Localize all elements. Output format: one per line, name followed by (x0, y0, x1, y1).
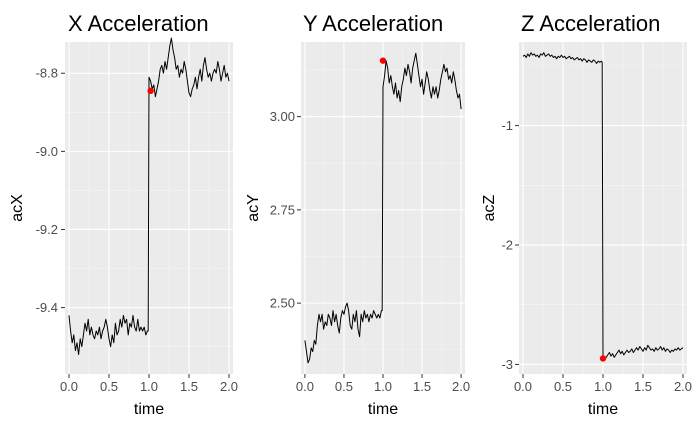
y-x-tick-label: 0.0 (296, 379, 314, 394)
z-x-tick-label: 0.0 (514, 379, 532, 394)
z-chart-title: Z Acceleration (521, 11, 660, 36)
x-y-tick-label: -9.4 (36, 300, 58, 315)
z-x-tick-label: 2.0 (674, 379, 692, 394)
y-x-tick-label: 2.0 (452, 379, 470, 394)
x-x-axis-label: time (134, 401, 164, 418)
y-y-tick-label: 3.00 (270, 109, 295, 124)
z-y-axis-label: acZ (481, 194, 498, 221)
z-y-tick-label: -3 (501, 357, 513, 372)
y-x-tick-label: 0.5 (335, 379, 353, 394)
x-x-tick-label: 1.0 (140, 379, 158, 394)
z-x-tick-label: 0.5 (554, 379, 572, 394)
x-y-axis-label: acX (9, 194, 26, 222)
x-highlight-point (147, 88, 153, 94)
x-y-tick-label: -9.0 (36, 144, 58, 159)
y-acceleration-panel: 0.0 0.5 1.0 1.5 2.0 2.50 2.75 3.00 Y Acceleratio… (245, 11, 470, 418)
z-acceleration-panel: 0.0 0.5 1.0 1.5 2.0 -3 -2 -1 Z Acceleration time a… (481, 11, 692, 418)
x-chart-title: X Acceleration (68, 11, 209, 36)
x-x-tick-label: 0.0 (60, 379, 78, 394)
x-x-tick-label: 1.5 (180, 379, 198, 394)
z-highlight-point (600, 355, 606, 361)
y-y-tick-label: 2.50 (270, 296, 295, 311)
x-x-tick-label: 2.0 (220, 379, 238, 394)
y-x-tick-label: 1.5 (413, 379, 431, 394)
x-acceleration-panel: 0.0 0.5 1.0 1.5 2.0 -9.4 -9.2 -9.0 -8.8 X Acceler… (9, 11, 238, 418)
y-x-axis-label: time (368, 401, 398, 418)
z-y-tick-label: -1 (501, 118, 513, 133)
y-y-tick-label: 2.75 (270, 202, 295, 217)
y-x-tick-label: 1.0 (374, 379, 392, 394)
x-x-tick-label: 0.5 (100, 379, 118, 394)
z-y-tick-label: -2 (501, 238, 513, 253)
z-x-tick-label: 1.5 (634, 379, 652, 394)
x-y-tick-label: -8.8 (36, 66, 58, 81)
z-x-tick-label: 1.0 (594, 379, 612, 394)
y-chart-title: Y Acceleration (303, 11, 443, 36)
y-highlight-point (380, 57, 386, 63)
x-y-tick-label: -9.2 (36, 222, 58, 237)
z-x-axis-label: time (588, 401, 618, 418)
y-y-axis-label: acY (245, 194, 262, 222)
